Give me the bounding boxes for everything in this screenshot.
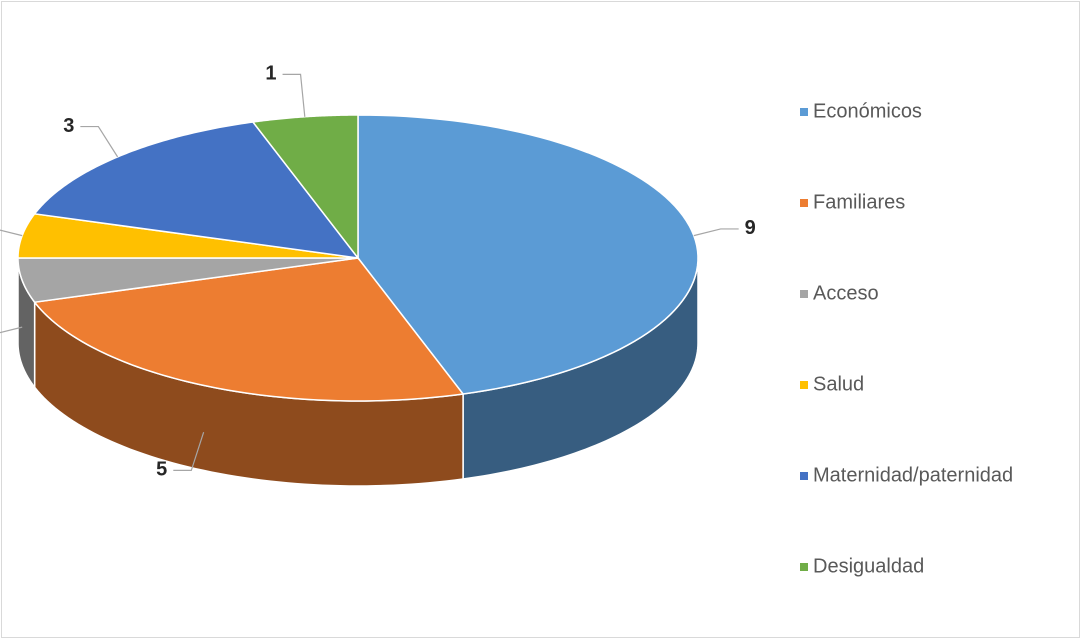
leader-line [693,228,739,237]
leader-line [173,431,205,471]
slice [33,121,360,259]
data-labels: 951131 [0,63,756,481]
legend-label: Maternidad/paternidad [813,464,1013,486]
leader-line [0,229,23,237]
slice [251,114,359,261]
leader-line [0,326,23,334]
legend-swatch [800,563,808,571]
data-label: 5 [156,459,167,481]
leader-line [282,73,306,117]
legend-label: Familiares [813,191,905,213]
legend-swatch [800,381,808,389]
data-label: 9 [745,217,756,239]
legend-swatch [800,290,808,298]
legend-label: Salud [813,373,864,395]
legend-label: Desigualdad [813,555,924,577]
data-label: 3 [63,115,74,137]
leader-line [80,125,119,158]
slice [17,257,359,303]
pie-tops [17,114,699,402]
legend-label: Acceso [813,282,879,304]
slice [357,114,699,395]
legend: Económicos Familiares Acceso Salud Maternida… [800,100,1013,577]
data-label: 1 [265,63,276,85]
legend-label: Económicos [813,100,922,122]
legend-swatch [800,199,808,207]
legend-swatch [800,472,808,480]
slice [33,257,465,402]
legend-swatch [800,108,808,116]
